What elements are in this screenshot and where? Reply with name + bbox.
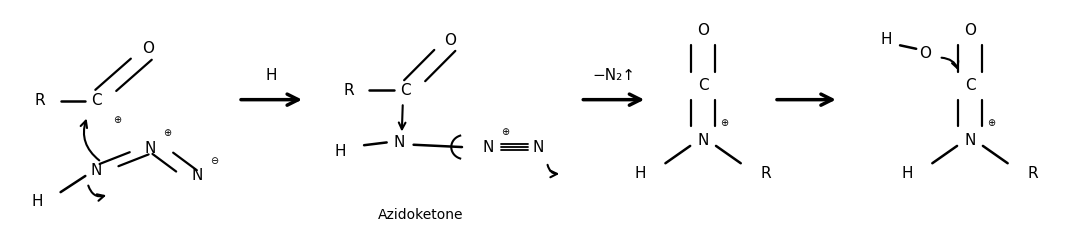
Text: O: O (445, 33, 456, 48)
Text: Azidoketone: Azidoketone (379, 208, 464, 222)
Text: O: O (919, 46, 931, 61)
Text: N: N (697, 133, 709, 148)
Text: R: R (344, 83, 354, 98)
Text: H: H (31, 194, 43, 209)
Text: N: N (145, 141, 155, 156)
Text: O: O (697, 23, 709, 38)
Text: ⊕: ⊕ (987, 118, 996, 128)
Text: N: N (482, 139, 493, 155)
Text: N: N (192, 168, 203, 183)
Text: ⊕: ⊕ (163, 128, 172, 138)
Text: ⊖: ⊖ (210, 156, 219, 166)
Text: ⊕: ⊕ (501, 127, 509, 137)
Text: O: O (964, 23, 976, 38)
Text: N: N (965, 133, 975, 148)
Text: N: N (394, 135, 406, 150)
Text: R: R (761, 166, 770, 181)
Text: N: N (91, 163, 101, 178)
Text: N: N (533, 139, 544, 155)
Text: H: H (634, 166, 646, 181)
Text: H: H (902, 166, 913, 181)
Text: R: R (1027, 166, 1038, 181)
Text: H: H (265, 68, 277, 83)
Text: ⊕: ⊕ (721, 118, 728, 128)
Text: C: C (698, 78, 709, 93)
Text: H: H (334, 144, 346, 159)
Text: −N₂↑: −N₂↑ (592, 68, 636, 83)
Text: H: H (880, 32, 892, 47)
Text: ⊕: ⊕ (113, 115, 122, 125)
Text: C: C (965, 78, 975, 93)
Text: R: R (35, 93, 45, 108)
Text: O: O (141, 41, 153, 56)
Text: C: C (399, 83, 410, 98)
Text: C: C (91, 93, 101, 108)
